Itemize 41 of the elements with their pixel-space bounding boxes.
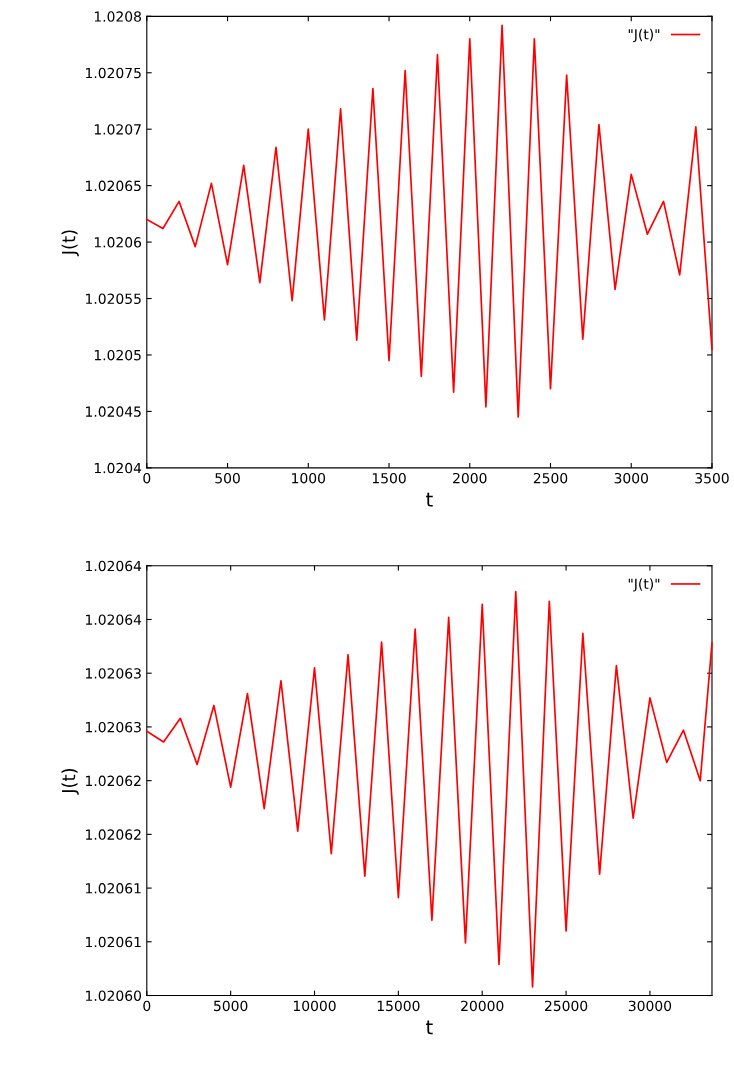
x-tick-label: 0 [143,1000,151,1012]
y-tick-label: 1.02061 [86,883,141,894]
y-tick-label: 1.02062 [86,775,141,787]
legend-label: "J(t)" [628,28,660,43]
line-series [145,24,713,418]
x-tick-label: 1000 [292,472,326,484]
x-tick-label: 10000 [293,1000,336,1012]
y-axis-title: J(t) [61,230,79,257]
x-tick-label: 5000 [214,1000,248,1012]
y-tick-label: 1.02061 [86,936,141,948]
x-tick-label: 25000 [545,1000,588,1012]
x-tick-label: 2500 [533,472,568,484]
y-tick-label: 1.0205 [94,349,141,361]
y-tick-label: 1.02064 [86,560,142,572]
y-axis-title: J(t) [61,768,79,795]
y-tick-label: 1.0208 [94,11,141,22]
x-axis-title: t [426,1020,433,1035]
x-axis-title: t [426,492,433,507]
x-tick-label: 1500 [372,472,406,484]
y-tick-label: 1.02064 [86,614,142,625]
y-tick-label: 1.02075 [86,67,141,79]
y-tick-label: 1.0206 [94,237,142,248]
y-tick-label: 1.02062 [86,829,141,840]
y-tick-label: 1.02045 [86,406,141,417]
line-series [145,590,713,988]
y-tick-label: 1.02063 [86,668,141,679]
y-tick-label: 1.02065 [86,180,141,192]
y-tick-label: 1.0204 [94,462,142,474]
legend-label: "J(t)" [628,578,660,592]
y-tick-label: 1.02055 [86,293,141,304]
y-tick-label: 1.0207 [94,124,141,135]
x-tick-label: 0 [143,472,151,484]
y-tick-label: 1.02063 [86,721,141,733]
x-tick-label: 20000 [461,1000,504,1012]
x-tick-label: 500 [215,472,240,484]
x-tick-label: 15000 [377,1000,420,1012]
x-tick-label: 2000 [453,472,487,484]
x-tick-label: 3000 [614,472,648,484]
x-tick-label: 3500 [695,472,729,484]
x-tick-label: 30000 [628,1000,672,1012]
y-tick-label: 1.02060 [86,990,142,1001]
